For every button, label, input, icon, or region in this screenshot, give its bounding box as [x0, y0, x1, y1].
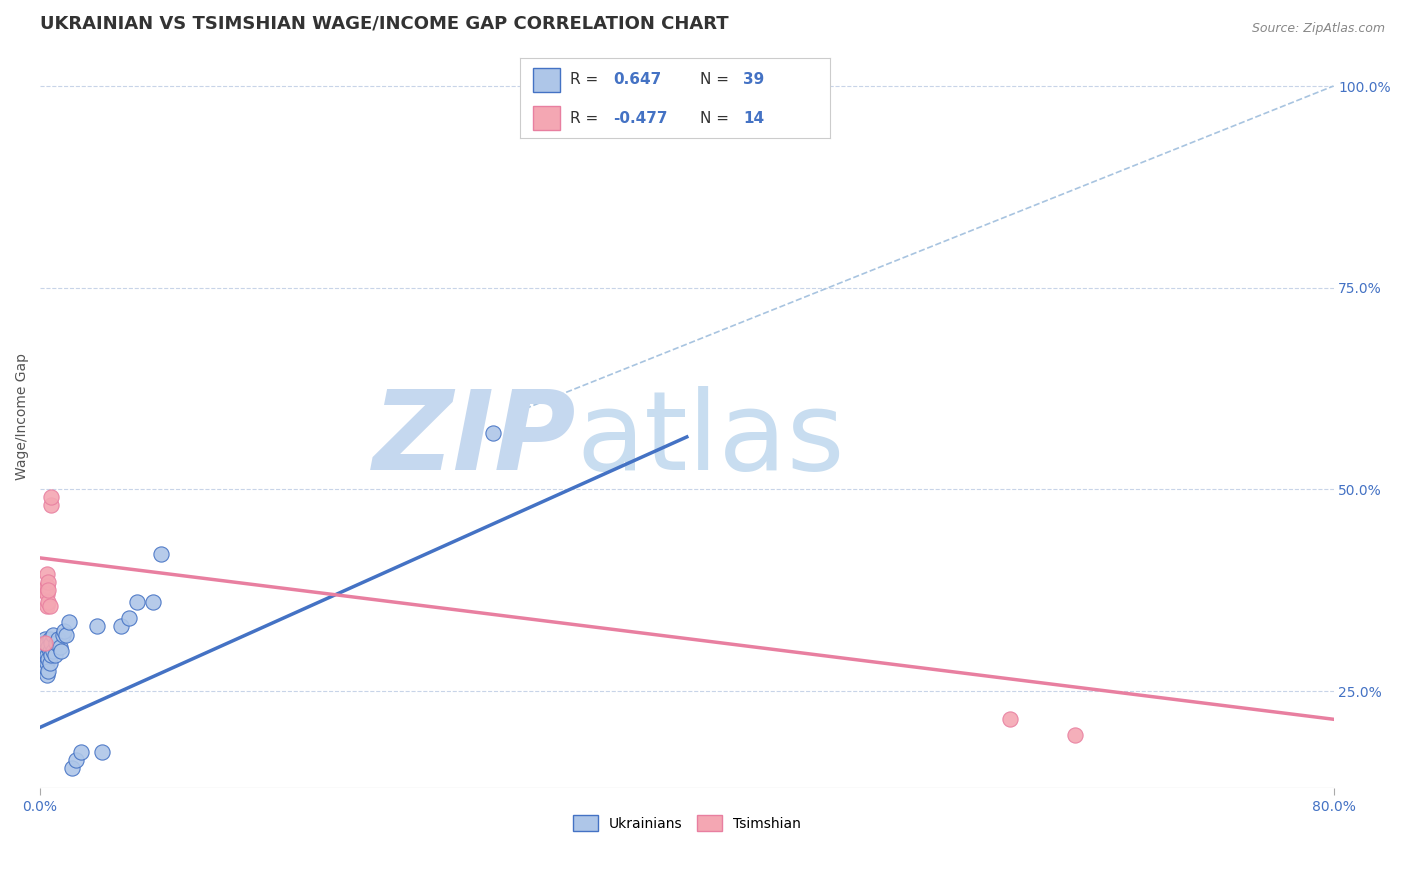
Point — [37, 664, 59, 678]
Point — [90, 745, 112, 759]
Text: atlas: atlas — [576, 385, 845, 492]
Point — [34, 643, 56, 657]
Point — [32, 583, 55, 598]
Point — [1063, 728, 1085, 742]
Point — [45, 635, 67, 649]
Point — [55, 627, 77, 641]
Point — [49, 643, 72, 657]
Point — [142, 595, 165, 609]
Text: UKRAINIAN VS TSIMSHIAN WAGE/INCOME GAP CORRELATION CHART: UKRAINIAN VS TSIMSHIAN WAGE/INCOME GAP C… — [41, 15, 728, 33]
Point — [38, 656, 60, 670]
Text: 14: 14 — [742, 111, 763, 126]
Text: R =: R = — [569, 111, 598, 126]
Point — [37, 583, 59, 598]
Point — [35, 668, 58, 682]
Point — [35, 587, 58, 601]
Point — [69, 745, 91, 759]
Point — [53, 624, 76, 638]
FancyBboxPatch shape — [533, 68, 561, 92]
Point — [37, 652, 59, 666]
Point — [127, 595, 149, 609]
Point — [65, 753, 87, 767]
Point — [38, 632, 60, 646]
Text: Source: ZipAtlas.com: Source: ZipAtlas.com — [1251, 22, 1385, 36]
Point — [41, 491, 63, 505]
Point — [37, 640, 59, 654]
Point — [34, 660, 56, 674]
Point — [481, 425, 503, 440]
Point — [44, 648, 66, 662]
Point — [42, 643, 65, 657]
Point — [35, 599, 58, 614]
Point — [58, 615, 80, 630]
Point — [41, 648, 63, 662]
Point — [35, 656, 58, 670]
Point — [62, 761, 84, 775]
Point — [46, 632, 69, 646]
Y-axis label: Wage/Income Gap: Wage/Income Gap — [15, 353, 30, 480]
FancyBboxPatch shape — [533, 106, 561, 130]
Point — [35, 648, 58, 662]
Text: ZIP: ZIP — [374, 385, 576, 492]
Text: N =: N = — [700, 111, 728, 126]
Point — [86, 619, 108, 633]
Point — [32, 635, 55, 649]
Point — [41, 499, 63, 513]
Point — [110, 619, 132, 633]
Point — [35, 579, 58, 593]
Point — [37, 575, 59, 590]
Text: N =: N = — [700, 72, 728, 87]
Text: R =: R = — [569, 72, 598, 87]
Point — [42, 627, 65, 641]
Point — [998, 712, 1021, 726]
Point — [41, 635, 63, 649]
Point — [34, 635, 56, 649]
Point — [150, 547, 173, 561]
Point — [52, 627, 75, 641]
Point — [37, 595, 59, 609]
Text: -0.477: -0.477 — [613, 111, 668, 126]
Legend: Ukrainians, Tsimshian: Ukrainians, Tsimshian — [568, 809, 806, 837]
Point — [35, 567, 58, 582]
Text: 39: 39 — [742, 72, 765, 87]
Point — [48, 640, 70, 654]
Point — [38, 599, 60, 614]
Point — [38, 643, 60, 657]
Point — [32, 648, 55, 662]
Point — [34, 632, 56, 646]
Text: 0.647: 0.647 — [613, 72, 661, 87]
Point — [118, 611, 141, 625]
Point — [35, 635, 58, 649]
